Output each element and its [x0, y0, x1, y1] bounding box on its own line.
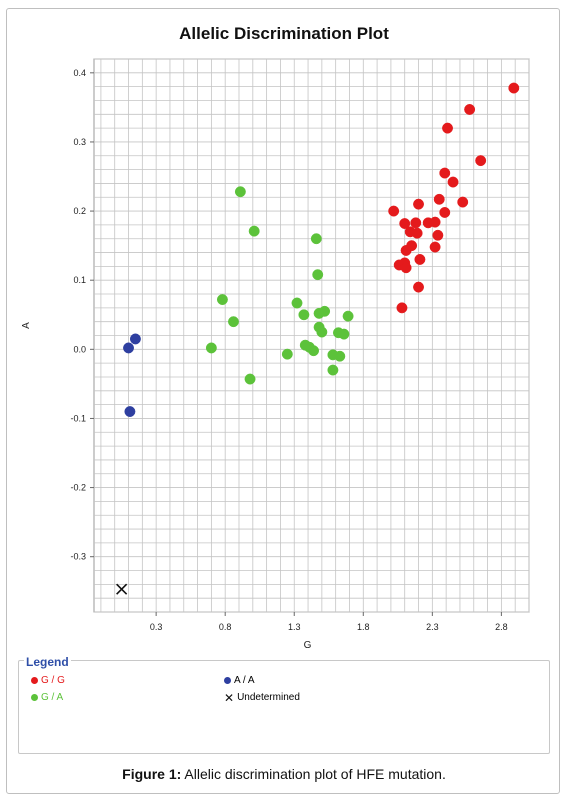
point-g-a — [234, 186, 246, 198]
legend-item-gg: G / G — [31, 675, 65, 686]
point-g-g — [447, 176, 459, 188]
point-g-a — [313, 307, 325, 319]
point-g-g — [429, 216, 441, 228]
point-g-g — [400, 245, 412, 256]
point-g-g — [439, 207, 451, 218]
x-tick-label: 1.8 — [357, 622, 370, 632]
point-g-a — [205, 342, 217, 354]
point-g-g — [411, 227, 423, 239]
point-g-g — [400, 262, 412, 274]
point-g-a — [342, 310, 354, 322]
point-g-g — [414, 254, 426, 265]
legend-aa-label: A / A — [234, 675, 255, 686]
y-tick-label: 0.0 — [73, 344, 86, 354]
legend-aa-dot-icon — [224, 677, 231, 684]
x-axis-label: G — [304, 640, 312, 651]
y-tick-label: 0.4 — [73, 68, 86, 78]
point-g-g — [432, 229, 444, 241]
point-g-g — [429, 241, 441, 253]
point-g-a — [327, 364, 339, 376]
caption-text: Allelic discrimination plot of HFE mutat… — [181, 766, 446, 782]
y-tick-label: 0.3 — [73, 137, 86, 147]
legend-undetermined-label: Undetermined — [237, 692, 300, 703]
point-g-g — [396, 302, 408, 314]
point-a-a — [129, 333, 141, 345]
point-g-a — [244, 373, 256, 385]
point-g-a — [310, 233, 322, 245]
point-g-g — [508, 82, 520, 94]
y-tick-label: -0.2 — [70, 483, 86, 493]
point-g-g — [413, 281, 424, 293]
legend-ga-dot-icon — [31, 694, 38, 701]
point-g-a — [298, 309, 310, 321]
point-g-a — [338, 328, 350, 340]
point-g-g — [457, 196, 469, 208]
legend-item-undetermined: ✕ Undetermined — [224, 690, 300, 705]
point-g-a — [248, 225, 260, 237]
caption-label: Figure 1: — [122, 766, 182, 782]
legend-title: Legend — [24, 655, 71, 669]
x-tick-label: 0.8 — [219, 622, 232, 632]
legend-gg-dot-icon — [31, 677, 38, 684]
point-g-g — [433, 193, 445, 205]
point-a-a — [123, 342, 134, 354]
x-tick-label: 1.3 — [288, 622, 301, 632]
legend-undetermined-x-icon: ✕ — [224, 690, 235, 705]
legend-gg-label: G / G — [41, 675, 65, 686]
point-g-g — [413, 198, 424, 210]
point-g-a — [334, 350, 346, 362]
point-g-a — [312, 269, 324, 281]
y-tick-label: 0.2 — [73, 206, 86, 216]
chart-title: Allelic Discrimination Plot — [179, 24, 389, 43]
point-g-g — [464, 104, 476, 115]
point-a-a — [124, 406, 136, 417]
y-axis-label: A — [21, 322, 32, 329]
figure-caption: Figure 1: Allelic discrimination plot of… — [0, 766, 568, 782]
point-g-a — [308, 345, 320, 357]
point-g-g — [439, 167, 451, 179]
point-g-g — [410, 217, 422, 229]
y-tick-label: -0.1 — [70, 413, 86, 423]
legend-box — [18, 660, 550, 754]
legend-item-ga: G / A — [31, 692, 63, 703]
point-g-g — [442, 122, 453, 134]
y-tick-label: 0.1 — [73, 275, 86, 285]
point-g-a — [216, 294, 228, 306]
point-g-g — [388, 205, 400, 217]
point-g-g — [475, 155, 487, 167]
y-tick-label: -0.3 — [70, 552, 86, 562]
x-tick-label: 0.3 — [150, 622, 163, 632]
point-g-g — [399, 218, 411, 229]
x-tick-label: 2.3 — [426, 622, 439, 632]
legend-ga-label: G / A — [41, 692, 64, 703]
point-g-a — [316, 326, 328, 338]
point-g-a — [228, 316, 239, 328]
x-tick-label: 2.8 — [495, 622, 508, 632]
point-undetermined — [116, 583, 128, 595]
point-g-a — [281, 348, 293, 360]
legend-item-aa: A / A — [224, 675, 255, 686]
point-g-a — [291, 297, 303, 309]
